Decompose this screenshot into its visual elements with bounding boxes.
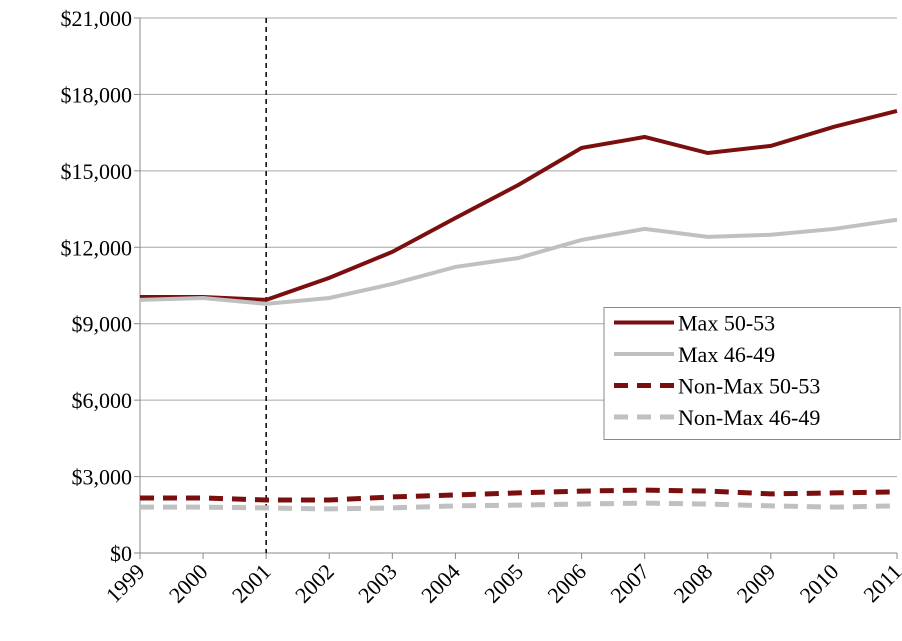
y-tick-label: $3,000 — [72, 465, 133, 490]
x-tick-label: 1999 — [101, 559, 150, 608]
x-tick-label: 2008 — [668, 559, 717, 608]
x-tick-label: 2007 — [605, 559, 654, 608]
x-tick-label: 2004 — [416, 559, 465, 608]
series-line — [140, 487, 898, 503]
x-tick-label: 2011 — [858, 559, 902, 607]
legend-label: Max 46-49 — [678, 342, 775, 367]
y-tick-label: $9,000 — [72, 312, 133, 337]
legend-label: Non-Max 50-53 — [678, 374, 820, 399]
x-tick-label: 2010 — [795, 559, 844, 608]
series-line — [139, 217, 898, 306]
legend-label: Max 50-53 — [678, 311, 775, 336]
legend: Max 50-53 Max 46-49 Non-Max 50-53 Non-Max 4… — [603, 307, 901, 440]
y-tick-label: $6,000 — [72, 388, 133, 413]
x-tick-label: 2002 — [290, 559, 339, 608]
y-tick-label: $12,000 — [61, 235, 133, 260]
x-tick-label: 2006 — [542, 559, 591, 608]
legend-label: Non-Max 46-49 — [678, 405, 820, 430]
y-tick-label: $18,000 — [61, 82, 133, 107]
x-tick-label: 2001 — [227, 559, 276, 608]
x-tick-label: 2005 — [479, 559, 528, 608]
y-tick-label: $0 — [110, 541, 132, 566]
y-tick-label: $15,000 — [61, 159, 133, 184]
x-tick-label: 2009 — [732, 559, 781, 608]
x-tick-label: 2000 — [164, 559, 213, 608]
series-line — [140, 500, 898, 512]
legend-box — [603, 307, 901, 440]
x-tick-label: 2003 — [353, 559, 402, 608]
y-tick-label: $21,000 — [61, 6, 133, 31]
series-line — [140, 109, 898, 302]
